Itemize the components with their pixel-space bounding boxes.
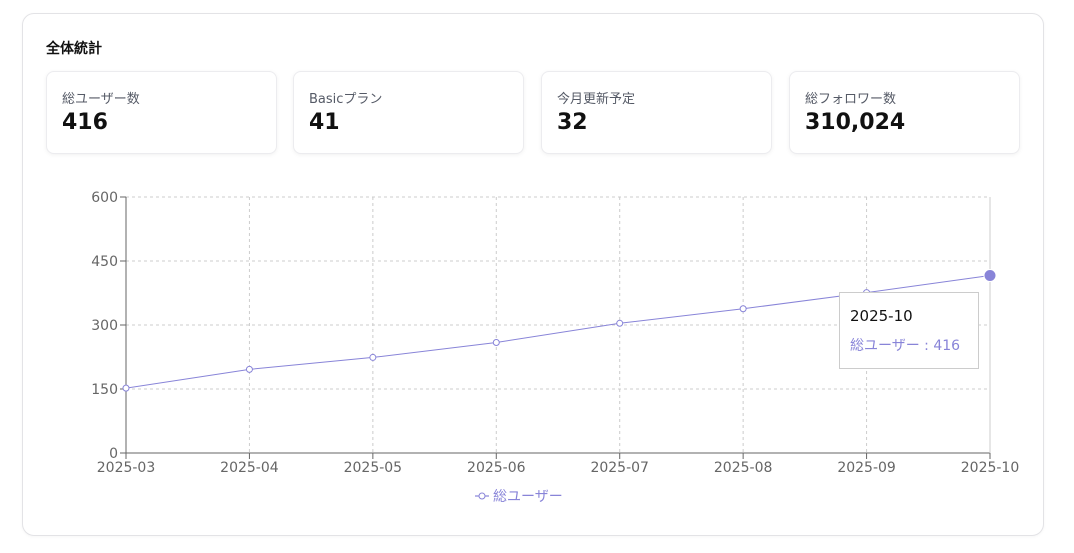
- tooltip-series-value: 総ユーザー : 416: [850, 338, 961, 354]
- data-point[interactable]: [739, 305, 747, 313]
- data-point[interactable]: [616, 319, 624, 327]
- active-data-point[interactable]: [983, 269, 997, 283]
- stat-label: Basicプラン: [309, 92, 383, 107]
- panel-title: 全体統計: [46, 41, 102, 57]
- x-tick-label: 2025-06: [467, 460, 526, 476]
- stat-value: 32: [557, 110, 588, 135]
- stat-value: 416: [62, 110, 108, 135]
- x-tick-label: 2025-09: [837, 460, 896, 476]
- y-tick-label: 0: [109, 446, 118, 462]
- data-point[interactable]: [492, 338, 500, 346]
- y-tick-label: 150: [91, 382, 118, 398]
- stat-card-total-followers: 総フォロワー数 310,024: [789, 71, 1020, 154]
- legend-marker-icon: [478, 492, 486, 500]
- stat-value: 41: [309, 110, 340, 135]
- stat-card-basic-plan: Basicプラン 41: [293, 71, 524, 154]
- x-tick-label: 2025-07: [590, 460, 649, 476]
- data-point[interactable]: [122, 384, 130, 392]
- chart-legend[interactable]: 総ユーザー: [475, 489, 563, 505]
- stat-label: 総フォロワー数: [805, 92, 897, 107]
- x-tick-label: 2025-08: [714, 460, 773, 476]
- y-tick-label: 300: [91, 318, 118, 334]
- stat-label: 総ユーザー数: [62, 92, 140, 107]
- stat-card-renewals-this-month: 今月更新予定 32: [541, 71, 772, 154]
- stat-card-total-users: 総ユーザー数 416: [46, 71, 277, 154]
- tooltip-x-label: 2025-10: [850, 307, 913, 325]
- stat-value: 310,024: [805, 110, 906, 135]
- y-tick-label: 450: [91, 254, 118, 270]
- stat-label: 今月更新予定: [557, 92, 636, 107]
- legend-label: 総ユーザー: [493, 489, 563, 505]
- y-tick-label: 600: [91, 190, 118, 206]
- data-point[interactable]: [369, 353, 377, 361]
- x-tick-label: 2025-10: [961, 460, 1020, 476]
- chart-axes: 0 150 300 450 600 2025-03 2025-04 2025-05 2025-0…: [91, 190, 1019, 476]
- chart-tooltip: 2025-10 総ユーザー : 416: [839, 292, 979, 369]
- x-tick-label: 2025-05: [344, 460, 403, 476]
- x-tick-label: 2025-04: [220, 460, 279, 476]
- data-point[interactable]: [245, 365, 253, 373]
- x-tick-label: 2025-03: [97, 460, 156, 476]
